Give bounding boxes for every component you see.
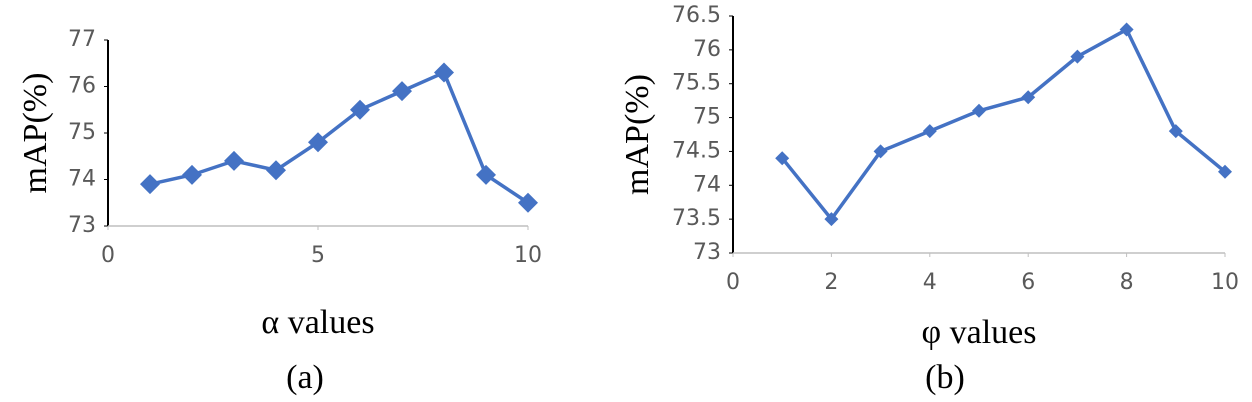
- x-tick-label: 6: [1021, 270, 1035, 295]
- data-point: [972, 103, 986, 118]
- y-tick-label: 74: [693, 172, 721, 197]
- y-tick-label: 73.5: [672, 206, 721, 231]
- x-axis-label: φ values: [922, 314, 1037, 351]
- data-point: [476, 164, 496, 185]
- data-point: [434, 62, 454, 83]
- data-point: [392, 81, 412, 102]
- data-point: [1119, 22, 1134, 37]
- data-point: [350, 99, 370, 120]
- y-tick-label: 74: [68, 167, 96, 192]
- caption: (b): [925, 359, 965, 396]
- data-point: [824, 212, 839, 227]
- data-point: [873, 144, 888, 159]
- data-point: [518, 192, 538, 213]
- y-tick-label: 73: [68, 213, 96, 238]
- data-line: [780, 27, 1227, 223]
- data-point: [775, 151, 790, 166]
- y-tick-label: 75.5: [672, 71, 721, 96]
- y-tick-label: 75: [693, 105, 721, 130]
- y-axis-label: mAP(%): [619, 74, 656, 195]
- data-point: [1218, 164, 1232, 179]
- data-point: [1021, 90, 1036, 105]
- x-tick-label: 10: [514, 243, 542, 268]
- x-tick-label: 8: [1120, 270, 1134, 295]
- y-tick-label: 74.5: [672, 138, 721, 163]
- x-tick-label: 0: [726, 270, 740, 295]
- data-point: [922, 124, 937, 139]
- x-axis-label: α values: [261, 304, 374, 341]
- data-point: [140, 174, 160, 195]
- x-tick-label: 5: [311, 243, 325, 268]
- y-tick-label: 73: [693, 240, 721, 265]
- x-tick-label: 2: [824, 270, 838, 295]
- data-line: [149, 70, 529, 205]
- data-point: [1070, 49, 1085, 64]
- data-point: [266, 160, 286, 181]
- x-tick-label: 10: [1211, 270, 1239, 295]
- caption: (a): [286, 359, 324, 396]
- y-tick-label: 76: [693, 37, 721, 62]
- y-axis-label: mAP(%): [17, 73, 54, 194]
- y-tick-label: 76.5: [672, 3, 721, 28]
- y-tick-label: 76: [68, 74, 96, 99]
- data-point: [182, 164, 202, 185]
- y-tick-label: 77: [68, 27, 96, 52]
- x-tick-label: 0: [101, 243, 115, 268]
- x-tick-label: 4: [923, 270, 937, 295]
- y-tick-label: 75: [68, 120, 96, 145]
- data-point: [308, 132, 328, 153]
- data-point: [224, 150, 244, 171]
- data-point: [1168, 124, 1183, 139]
